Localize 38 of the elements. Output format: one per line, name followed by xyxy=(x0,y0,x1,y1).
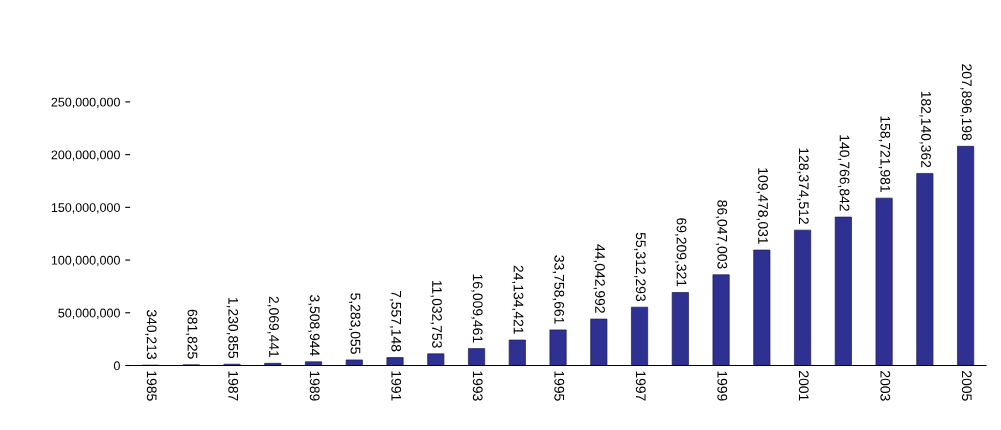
data-label: 86,047,003 xyxy=(715,200,728,269)
data-label: 5,283,055 xyxy=(348,293,361,354)
data-label: 7,557,148 xyxy=(389,290,402,352)
y-tick-label: 200,000,000 xyxy=(51,150,120,161)
x-tick-label: 1987 xyxy=(228,371,239,401)
data-label: 128,374,512 xyxy=(797,148,809,224)
x-tick-label: 1985 xyxy=(146,371,157,401)
data-label: 55,312,293 xyxy=(634,232,646,302)
x-tick-label: 2001 xyxy=(798,371,809,401)
data-label: 33,758,661 xyxy=(552,255,565,324)
data-label: 1,230,855 xyxy=(226,297,239,359)
data-label: 182,140,362 xyxy=(919,91,931,168)
data-label: 44,042,992 xyxy=(593,244,605,313)
data-label: 16,009,461 xyxy=(471,274,483,343)
x-tick-label: 1991 xyxy=(391,371,402,401)
x-tick-label: 1999 xyxy=(717,371,728,401)
data-label: 2,069,441 xyxy=(267,296,279,358)
x-tick-label: 2005 xyxy=(961,371,972,401)
x-tick-label: 1997 xyxy=(635,371,646,401)
x-tick-label: 1989 xyxy=(309,371,320,401)
x-tick-label: 1993 xyxy=(472,371,483,401)
data-label: 24,134,421 xyxy=(511,265,524,334)
x-tick-label: 1995 xyxy=(554,371,565,401)
data-label: 140,766,842 xyxy=(837,135,850,211)
data-label: 11,032,753 xyxy=(430,280,442,348)
y-tick-label: 250,000,000 xyxy=(51,97,120,109)
y-tick-label: 100,000,000 xyxy=(51,255,120,267)
y-tick-label: 0 xyxy=(113,361,120,371)
data-label: 3,508,944 xyxy=(308,294,320,356)
x-tick-label: 2003 xyxy=(880,371,891,401)
y-tick-label: 150,000,000 xyxy=(51,203,120,214)
data-label: 109,478,031 xyxy=(756,168,768,244)
data-label: 158,721,981 xyxy=(878,116,891,192)
data-label: 207,896,198 xyxy=(960,64,972,141)
data-label: 69,209,321 xyxy=(674,218,687,287)
y-tick-label: 50,000,000 xyxy=(58,308,120,319)
data-label: 340,213 xyxy=(145,309,157,359)
data-label: 681,825 xyxy=(185,309,198,359)
